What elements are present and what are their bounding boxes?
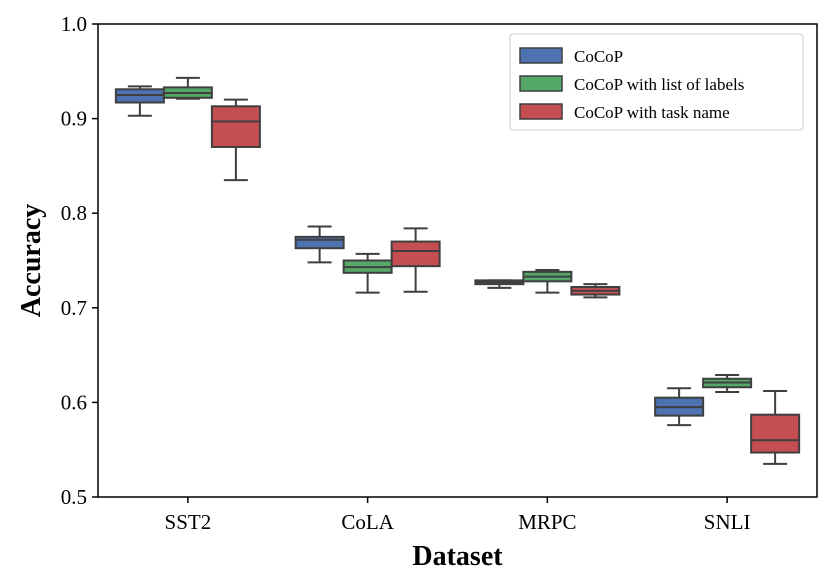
legend-swatch [519,75,563,92]
box-mrpc-series-3 [570,283,621,299]
box-sst2-series-3 [210,98,261,182]
plot-frame [97,23,818,498]
box-snli-series-3 [750,390,801,465]
box-body [294,235,345,250]
y-tick-label: 0.6 [61,390,87,414]
box-cola-series-3 [390,227,441,293]
box-mrpc-series-2 [522,268,573,294]
box-cola-series-1 [294,225,345,264]
legend-entry-3: CoCoP with task name [519,103,730,122]
y-tick-label: 0.9 [61,107,87,131]
box-cola-series-2 [342,252,393,294]
legend-box [509,33,804,131]
x-axis-title: Dataset [412,541,503,572]
legend-label: CoCoP with list of labels [574,75,744,94]
legend-entry-1: CoCoP [519,47,623,66]
y-tick-label: 0.5 [61,485,87,509]
x-tick-label: MRPC [518,510,576,534]
x-tick-label: CoLA [341,510,394,534]
legend: CoCoP CoCoP with list of labels CoCoP with… [509,33,804,131]
y-tick-label: 0.8 [61,201,87,225]
box-sst2-series-2 [162,76,213,100]
plot-layer [114,76,801,465]
box-snli-series-2 [702,373,753,393]
box-snli-series-1 [654,387,705,427]
legend-swatch [519,47,563,64]
box-sst2-series-1 [114,85,165,117]
axes-layer: 0.5 0.6 0.7 0.8 0.9 1.0 SST2 CoLA MRPC SNLI Datase… [16,12,818,572]
y-axis-title: Accuracy [16,204,47,318]
y-tick-label: 0.7 [61,296,87,320]
x-tick-label: SNLI [704,510,751,534]
legend-label: CoCoP [574,47,623,66]
box-body [750,413,801,454]
legend-swatch [519,103,563,120]
box-body [210,105,261,148]
legend-label: CoCoP with task name [574,103,730,122]
x-tick-label: SST2 [165,510,212,534]
box-mrpc-series-1 [474,279,525,289]
box-body [390,240,441,268]
legend-entry-2: CoCoP with list of labels [519,75,744,94]
y-tick-label: 1.0 [61,12,87,36]
